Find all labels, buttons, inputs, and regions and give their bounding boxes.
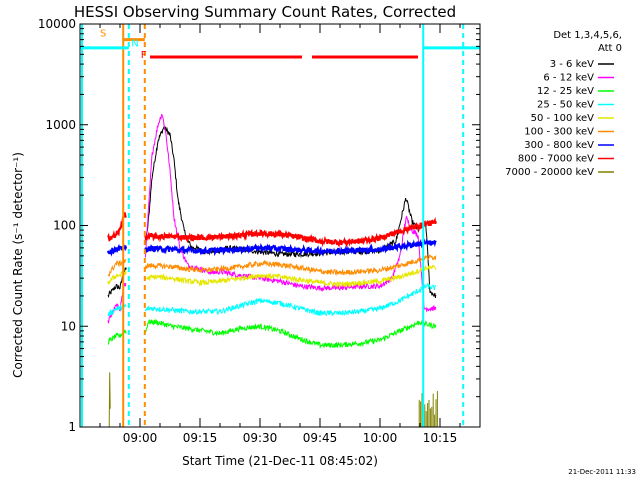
x-tick-label: 10:15 [423,431,458,445]
series-line-6 [107,238,437,257]
series-line-2 [107,318,437,349]
flag-label: S [100,29,106,40]
legend-entry-label: 800 - 7000 keV [518,154,594,165]
y-tick-label: 10 [61,319,76,333]
legend-entry-label: 100 - 300 keV [524,127,594,138]
legend-entry-label: 12 - 25 keV [537,86,594,97]
series-line-3 [107,282,436,317]
y-tick-label: 10000 [38,17,76,31]
y-axis-label: Corrected Count Rate (s⁻¹ detector⁻¹) [11,152,25,378]
axis-layer: 1 10 100 1000 10000 09:00 09:15 09:30 09:45 10:00… [38,17,481,445]
data-layer [107,113,438,427]
x-tick-label: 10:00 [363,431,398,445]
overlay-layer: S NF [80,24,480,427]
series-line-8 [108,372,111,427]
legend-entry-label: 6 - 12 keV [543,73,594,84]
legend-entry-label: 25 - 50 keV [537,100,594,111]
legend: Det 1,3,4,5,6, Att 0 3 - 6 keV 6 - 12 keV 12… [505,30,622,178]
y-tick-label: 1000 [45,118,76,132]
legend-entry-label: 300 - 800 keV [524,140,594,151]
legend-entry-label: 3 - 6 keV [550,59,594,70]
flag-label: N [131,38,138,49]
series-line-5 [107,254,437,277]
legend-entry-label: 7000 - 20000 keV [505,167,594,178]
x-tick-label: 09:45 [303,431,338,445]
flag-label: F [141,50,147,61]
x-tick-label: 09:30 [243,431,278,445]
chart-title: HESSI Observing Summary Count Rates, Cor… [74,3,456,21]
x-axis-label: Start Time (21-Dec-11 08:45:02) [182,454,378,468]
legend-title: Det 1,3,4,5,6, [553,30,622,41]
footer-date: 21-Dec-2011 11:33 [568,468,636,476]
series-line-0 [107,124,437,299]
y-tick-label: 100 [53,219,76,233]
x-tick-label: 09:00 [123,431,158,445]
series-line-7 [107,212,437,248]
x-tick-label: 09:15 [183,431,218,445]
y-tick-label: 1 [68,420,76,434]
legend-title: Att 0 [598,43,622,54]
legend-entry-label: 50 - 100 keV [531,113,595,124]
